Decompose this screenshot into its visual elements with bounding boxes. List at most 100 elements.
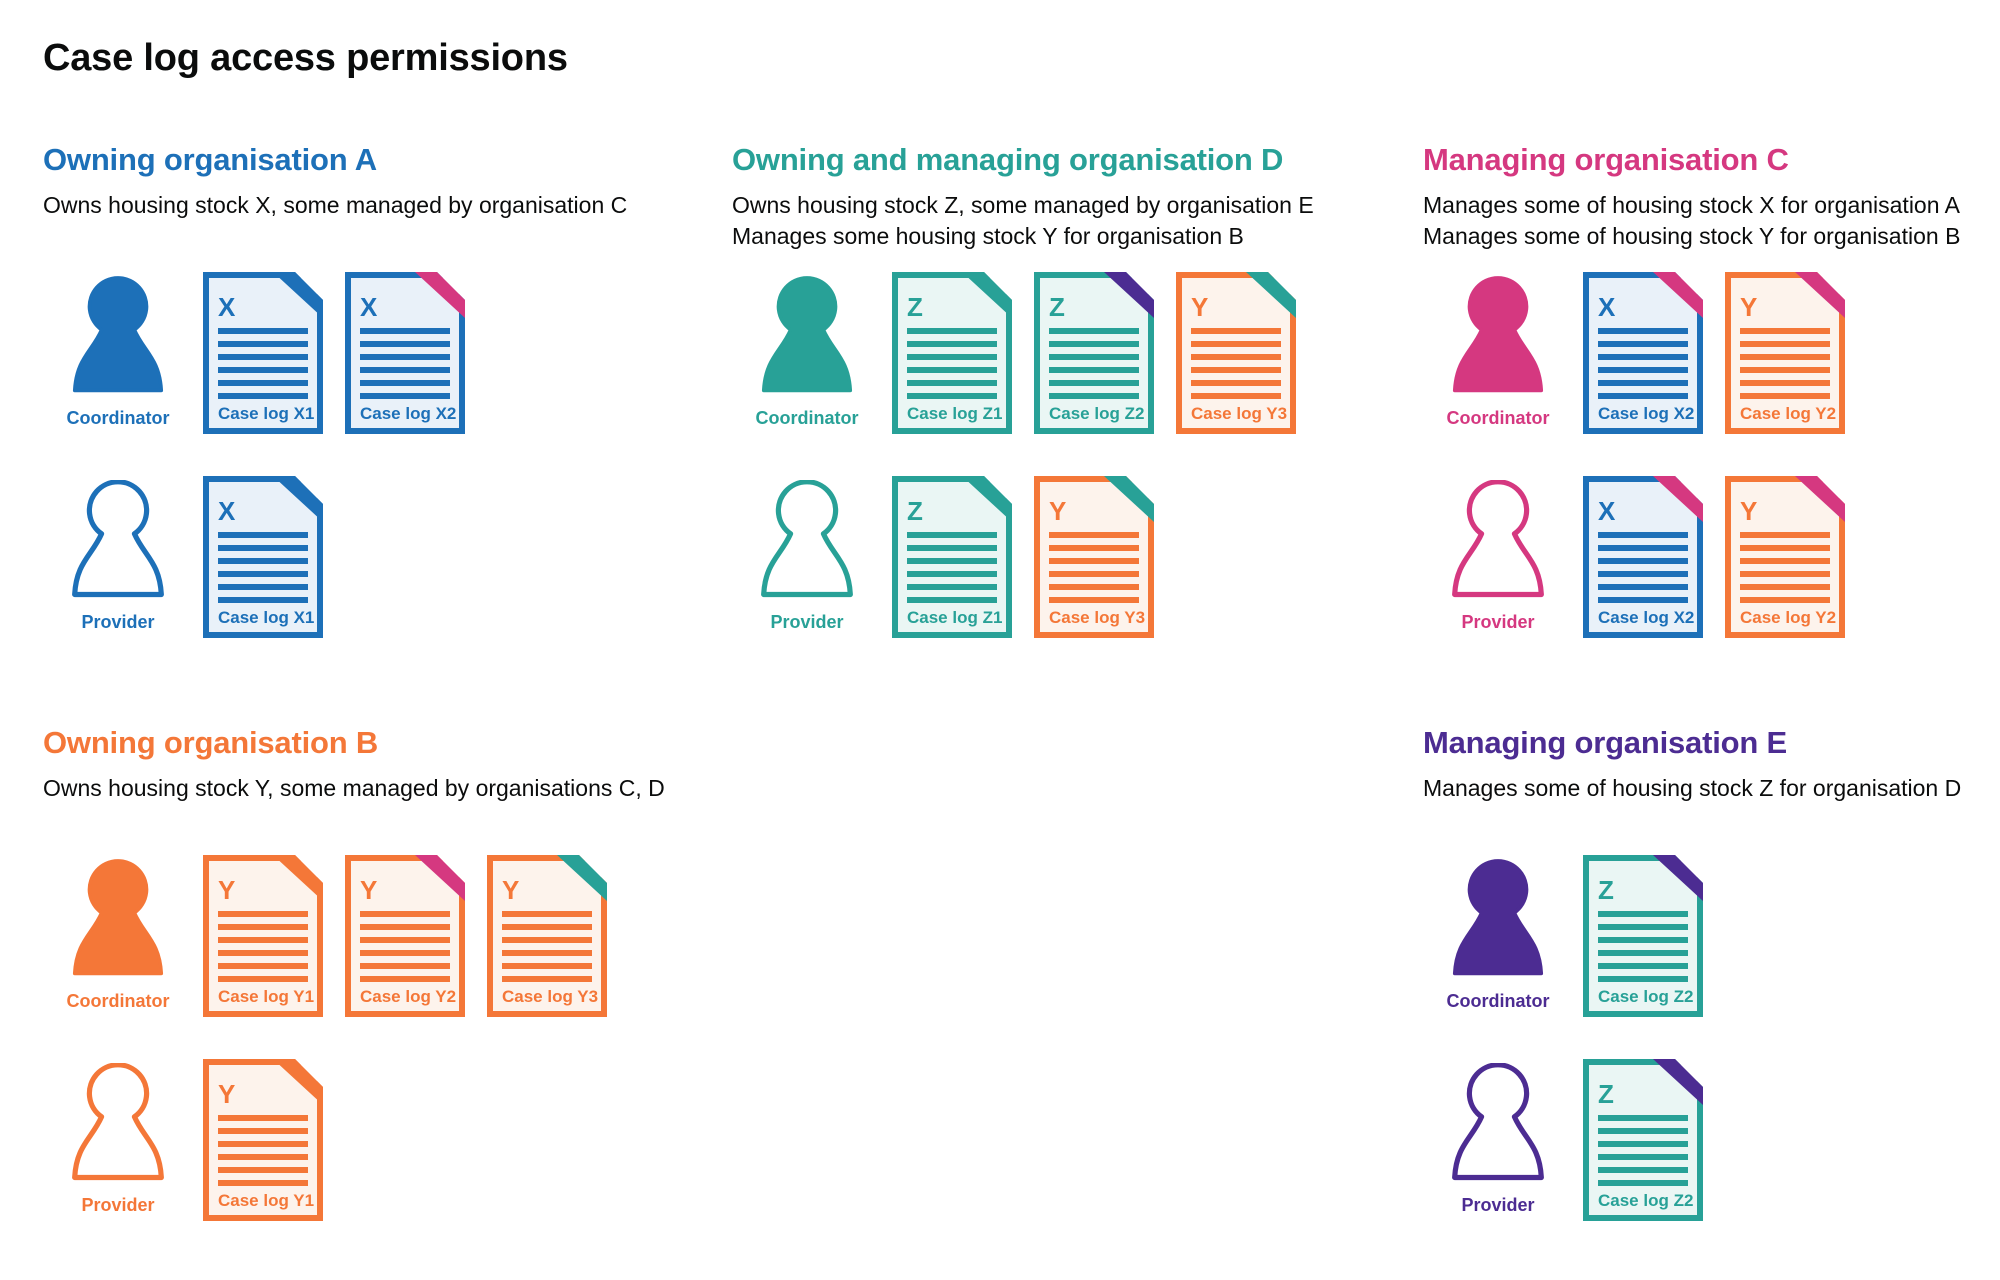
doc-stock-letter: Y <box>502 875 519 905</box>
role-row-provider: Provider X Case log X1 <box>43 476 732 638</box>
doc-label: Case log X2 <box>1598 404 1694 423</box>
person-filled-icon <box>1452 276 1544 393</box>
doc-label: Case log Z1 <box>907 404 1002 423</box>
role-label: Provider <box>1461 612 1535 632</box>
person-provider: Provider <box>43 1059 193 1216</box>
role-label: Provider <box>81 1195 155 1215</box>
case-log-doc-case-log-y2: Y Case log Y2 <box>1725 476 1845 638</box>
doc-label: Case log Y2 <box>360 987 456 1006</box>
org-rows: Coordinator Z Case log Z2 Provider Z Cas… <box>1423 855 2000 1221</box>
role-row-provider: Provider Z Case log Z1 Y Case log Y3 <box>732 476 1423 638</box>
case-log-doc-case-log-x1: X Case log X1 <box>203 272 323 434</box>
role-row-provider: Provider Y Case log Y1 <box>43 1059 732 1221</box>
org-section-managing-e: Managing organisation E Manages some of … <box>1423 725 2000 1221</box>
doc-label: Case log X1 <box>218 404 314 423</box>
doc-stock-letter: Y <box>1740 496 1757 526</box>
org-rows: Coordinator Z Case log Z1 Z Case log Z2 … <box>732 272 1423 638</box>
doc-folded-corner-icon <box>415 855 465 901</box>
org-rows: Coordinator X Case log X1 X Case log X2 … <box>43 272 732 638</box>
case-log-docs: Z Case log Z2 <box>1583 855 1703 1017</box>
doc-stock-letter: Y <box>218 1079 235 1109</box>
role-label: Coordinator <box>1446 991 1550 1011</box>
doc-folded-corner-icon <box>962 272 1012 318</box>
org-description-line: Manages some of housing stock Z for orga… <box>1423 775 1962 801</box>
doc-stock-letter: Z <box>1598 1079 1614 1109</box>
org-section-owning-a: Owning organisation A Owns housing stock… <box>43 142 732 638</box>
org-description: Owns housing stock Y, some managed by or… <box>43 773 732 835</box>
person-coordinator: Coordinator <box>43 272 193 429</box>
case-log-docs: X Case log X2 Y Case log Y2 <box>1583 476 1845 638</box>
org-description-line: Manages some of housing stock X for orga… <box>1423 192 1960 218</box>
case-log-doc-case-log-y2: Y Case log Y2 <box>1725 272 1845 434</box>
case-log-doc-case-log-x1: X Case log X1 <box>203 476 323 638</box>
org-description-line: Owns housing stock Y, some managed by or… <box>43 775 665 801</box>
case-log-doc-case-log-y2: Y Case log Y2 <box>345 855 465 1017</box>
person-filled-icon <box>1452 859 1544 976</box>
case-log-doc-case-log-y3: Y Case log Y3 <box>487 855 607 1017</box>
role-row-coordinator: Coordinator X Case log X1 X Case log X2 <box>43 272 732 434</box>
doc-folded-corner-icon <box>1104 272 1154 318</box>
doc-folded-corner-icon <box>273 1059 323 1105</box>
org-section-owning-b: Owning organisation B Owns housing stock… <box>43 725 732 1221</box>
person-filled-icon <box>72 859 164 976</box>
doc-folded-corner-icon <box>1653 476 1703 522</box>
doc-stock-letter: Y <box>1049 496 1066 526</box>
case-log-doc-case-log-x2: X Case log X2 <box>345 272 465 434</box>
org-description: Owns housing stock Z, some managed by or… <box>732 190 1423 252</box>
doc-label: Case log X2 <box>1598 608 1694 627</box>
case-log-docs: Z Case log Z1 Y Case log Y3 <box>892 476 1154 638</box>
doc-label: Case log Y1 <box>218 1191 314 1210</box>
person-coordinator: Coordinator <box>1423 272 1573 429</box>
case-log-docs: X Case log X1 X Case log X2 <box>203 272 465 434</box>
role-label: Provider <box>1461 1195 1535 1215</box>
org-heading: Managing organisation E <box>1423 725 1787 760</box>
doc-folded-corner-icon <box>1795 476 1845 522</box>
person-outline-icon <box>1452 480 1544 598</box>
doc-label: Case log Y2 <box>1740 608 1836 627</box>
person-outline-icon <box>72 1063 164 1181</box>
doc-stock-letter: Z <box>907 292 923 322</box>
doc-stock-letter: X <box>1598 292 1616 322</box>
case-log-doc-case-log-y1: Y Case log Y1 <box>203 855 323 1017</box>
doc-label: Case log Y1 <box>218 987 314 1006</box>
org-description-line: Manages some housing stock Y for organis… <box>732 223 1244 249</box>
case-log-doc-case-log-x2: X Case log X2 <box>1583 476 1703 638</box>
case-log-docs: Z Case log Z1 Z Case log Z2 Y Case log Y… <box>892 272 1296 434</box>
case-log-doc-case-log-y3: Y Case log Y3 <box>1176 272 1296 434</box>
doc-stock-letter: Z <box>907 496 923 526</box>
org-section-managing-c: Managing organisation C Manages some of … <box>1423 142 2000 638</box>
role-row-coordinator: Coordinator X Case log X2 Y Case log Y2 <box>1423 272 2000 434</box>
org-heading: Owning organisation B <box>43 725 379 760</box>
case-log-doc-case-log-z1: Z Case log Z1 <box>892 476 1012 638</box>
doc-folded-corner-icon <box>273 272 323 318</box>
person-provider: Provider <box>43 476 193 633</box>
case-log-doc-case-log-y1: Y Case log Y1 <box>203 1059 323 1221</box>
doc-folded-corner-icon <box>273 855 323 901</box>
org-rows: Coordinator X Case log X2 Y Case log Y2 … <box>1423 272 2000 638</box>
doc-folded-corner-icon <box>273 476 323 522</box>
doc-folded-corner-icon <box>1653 272 1703 318</box>
person-coordinator: Coordinator <box>1423 855 1573 1012</box>
person-provider: Provider <box>1423 1059 1573 1216</box>
doc-folded-corner-icon <box>1795 272 1845 318</box>
doc-stock-letter: Y <box>360 875 377 905</box>
person-outline-icon <box>1452 1063 1544 1181</box>
org-grid: Owning organisation A Owns housing stock… <box>43 142 2000 1221</box>
role-label: Coordinator <box>755 408 859 428</box>
role-label: Provider <box>770 612 844 632</box>
person-coordinator: Coordinator <box>43 855 193 1012</box>
doc-label: Case log Z2 <box>1049 404 1144 423</box>
case-log-doc-case-log-z2: Z Case log Z2 <box>1034 272 1154 434</box>
role-label: Coordinator <box>66 991 170 1011</box>
doc-label: Case log Y3 <box>1191 404 1287 423</box>
doc-stock-letter: X <box>218 496 236 526</box>
person-outline-icon <box>72 480 164 598</box>
doc-folded-corner-icon <box>962 476 1012 522</box>
org-description: Manages some of housing stock Z for orga… <box>1423 773 2000 835</box>
doc-stock-letter: Z <box>1049 292 1065 322</box>
case-log-doc-case-log-y3: Y Case log Y3 <box>1034 476 1154 638</box>
doc-folded-corner-icon <box>1653 855 1703 901</box>
org-description-line: Owns housing stock Z, some managed by or… <box>732 192 1314 218</box>
role-label: Coordinator <box>66 408 170 428</box>
